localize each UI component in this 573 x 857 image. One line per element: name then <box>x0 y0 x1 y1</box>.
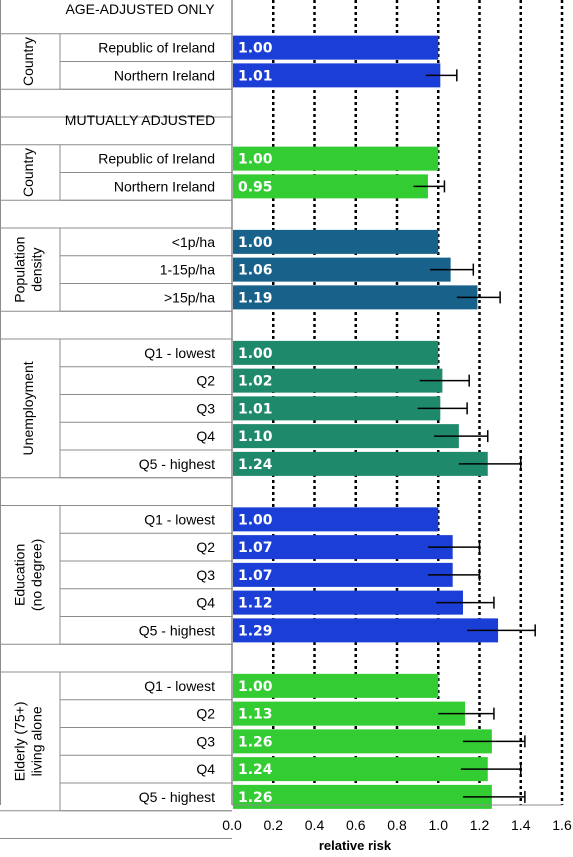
bar-value-label: 1.06 <box>238 263 273 279</box>
x-axis: relative risk 0.0 0.2 0.4 0.6 0.8 1.0 1.2 1.4 1.… <box>222 804 572 853</box>
bar-value-label: 1.24 <box>238 457 273 473</box>
x-tick-label: 0.6 <box>346 817 366 833</box>
group-label-line: Population <box>12 237 28 303</box>
bar <box>233 729 492 754</box>
row-label: Q5 - highest <box>139 622 215 638</box>
row-label: Republic of Ireland <box>98 40 215 56</box>
row-label: Q4 <box>196 428 215 444</box>
bar-value-label: 1.13 <box>238 707 273 723</box>
row-label: Q2 <box>196 373 215 389</box>
row-label: Republic of Ireland <box>98 151 215 167</box>
row-label: Q1 - lowest <box>144 345 215 361</box>
group-label-line: living alone <box>29 706 45 776</box>
section-title: AGE-ADJUSTED ONLY <box>65 1 215 17</box>
bar <box>233 535 453 560</box>
row-label: Q4 <box>196 595 215 611</box>
x-tick-label: 1.4 <box>511 817 531 833</box>
bar-value-label: 1.00 <box>238 512 273 528</box>
group-label-line: (no degree) <box>29 539 45 611</box>
bar-value-label: 1.00 <box>238 235 273 251</box>
bar-value-label: 0.95 <box>238 179 273 195</box>
row-label: Q4 <box>196 761 215 777</box>
bar-value-label: 1.01 <box>238 68 273 84</box>
group-label-line: Country <box>20 37 36 86</box>
group-label: Education (no degree) <box>12 539 45 611</box>
bar <box>233 146 439 171</box>
bar <box>233 257 451 282</box>
bar-value-label: 1.19 <box>238 290 273 306</box>
bar <box>233 368 443 393</box>
bar <box>233 424 459 449</box>
bar-value-label: 1.24 <box>238 762 273 778</box>
bar <box>233 174 428 199</box>
x-tick-label: 1.6 <box>552 817 572 833</box>
x-tick-label: 0.0 <box>222 817 242 833</box>
row-label: Q3 <box>196 567 215 583</box>
bar-value-label: 1.00 <box>238 679 273 695</box>
row-label: Northern Ireland <box>114 178 215 194</box>
group-label-line: Education <box>12 544 28 606</box>
group-label-line: Country <box>20 148 36 197</box>
group-label-line: Unemployment <box>20 361 36 455</box>
row-label: Q1 - lowest <box>144 511 215 527</box>
bar-value-label: 1.07 <box>238 540 273 556</box>
bars-layer <box>233 35 536 809</box>
bar-value-label: 1.00 <box>238 152 273 168</box>
bar-value-label: 1.01 <box>238 401 273 417</box>
row-label: Q1 - lowest <box>144 678 215 694</box>
x-tick-label: 1.0 <box>429 817 449 833</box>
bar <box>233 673 439 698</box>
bar-value-label: 1.07 <box>238 568 273 584</box>
row-label: Q3 <box>196 400 215 416</box>
bar <box>233 396 441 421</box>
group-label: Population density <box>12 237 45 303</box>
bar <box>233 35 439 60</box>
x-tick-label: 1.2 <box>470 817 490 833</box>
bar <box>233 229 439 254</box>
row-label: >15p/ha <box>164 289 215 305</box>
row-label: Q2 <box>196 706 215 722</box>
bar <box>233 63 441 88</box>
x-tick-label: 0.4 <box>305 817 325 833</box>
row-label: Q2 <box>196 539 215 555</box>
x-axis-title: relative risk <box>319 838 392 853</box>
bar <box>233 340 439 365</box>
group-label: Country <box>20 37 36 86</box>
bar-value-label: 1.29 <box>238 623 273 639</box>
bar-value-label: 1.26 <box>238 734 273 750</box>
row-label: Q5 - highest <box>139 789 215 805</box>
group-label: Unemployment <box>20 361 36 455</box>
bar <box>233 285 478 310</box>
row-label: 1-15p/ha <box>160 262 215 278</box>
bar <box>233 590 463 615</box>
group-label-line: Elderly (75+) <box>12 701 28 781</box>
bar-value-label: 1.00 <box>238 41 273 57</box>
section-title: MUTUALLY ADJUSTED <box>65 112 215 128</box>
group-label-line: density <box>29 247 45 291</box>
bar-value-label: 1.00 <box>238 346 273 362</box>
bar-value-label: 1.02 <box>238 374 273 390</box>
bar <box>233 507 439 532</box>
bar <box>233 618 499 643</box>
row-label: Q5 - highest <box>139 456 215 472</box>
x-tick-label: 0.2 <box>264 817 284 833</box>
labels-layer: AGE-ADJUSTED ONLY Republic of Ireland 1.00… <box>12 1 273 806</box>
bar-value-label: 1.10 <box>238 429 273 445</box>
group-label: Country <box>20 148 36 197</box>
row-label: Q3 <box>196 733 215 749</box>
bar <box>233 451 488 476</box>
bar-value-label: 1.12 <box>238 596 273 612</box>
bar <box>233 757 488 782</box>
bar-value-label: 1.26 <box>238 790 273 806</box>
group-label: Elderly (75+) living alone <box>12 701 45 781</box>
x-tick-label: 0.8 <box>387 817 407 833</box>
row-label: Northern Ireland <box>114 67 215 83</box>
row-label: <1p/ha <box>172 234 215 250</box>
bar <box>233 562 453 587</box>
bar <box>233 701 466 726</box>
